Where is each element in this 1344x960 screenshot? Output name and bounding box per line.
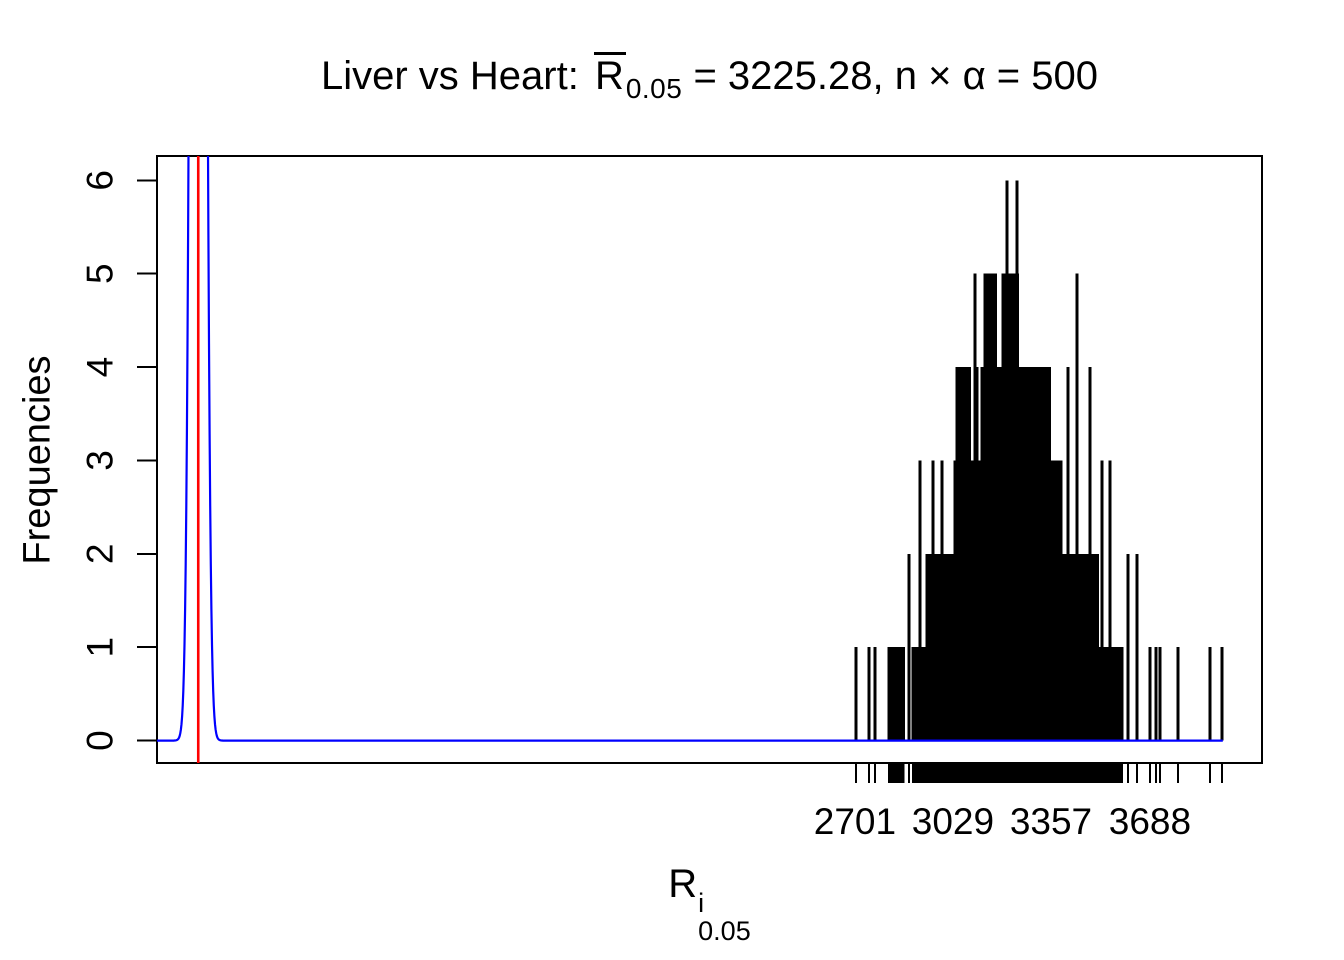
x-label-base: R [668,862,698,906]
x-tick-label: 3357 [1010,801,1092,842]
y-tick-label: 5 [80,263,121,284]
x-label-subscript: 0.05 [698,915,751,946]
y-tick-label: 3 [80,450,121,471]
title-r-subscript: 0.05 [625,73,683,104]
plot-title: Liver vs Heart: R0.05 = 3225.28, n × α =… [157,52,1262,105]
y-tick-label: 4 [80,357,121,378]
x-tick-label: 3688 [1109,801,1191,842]
y-tick-label: 6 [80,170,121,191]
y-tick-label: 0 [80,730,121,751]
x-label-scripts: i 0.05 [698,888,751,946]
frequency-spikes [854,180,1224,741]
title-r-overbar: R [593,52,626,98]
y-axis-title: Frequencies [16,355,59,565]
title-prefix: Liver vs Heart: [320,54,590,98]
rug-ticks [854,764,1223,783]
y-tick-label: 2 [80,544,121,565]
y-axis: 0 1 2 3 4 5 6 [80,170,157,751]
y-tick-label: 1 [80,637,121,658]
density-curve [157,156,1223,742]
x-axis: 2701 3029 3357 3688 [814,801,1191,842]
title-suffix: = 3225.28, n × α = 500 [682,54,1099,98]
x-tick-label: 3029 [912,801,994,842]
x-label-superscript: i [698,888,705,918]
x-tick-label: 2701 [814,801,896,842]
